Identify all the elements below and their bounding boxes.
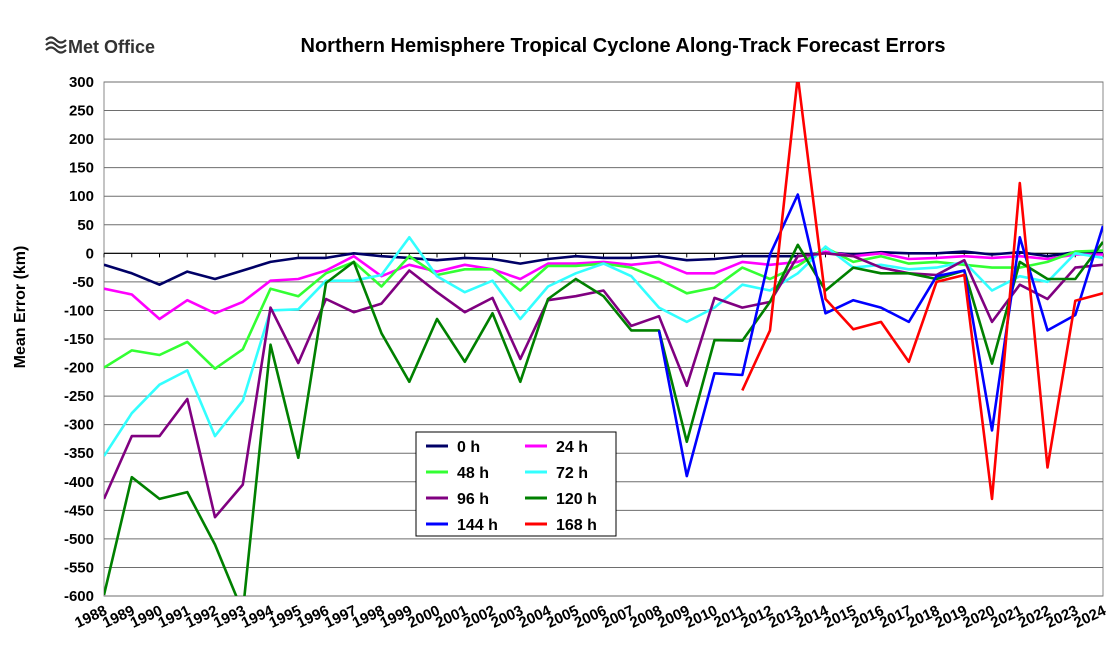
- legend-items: 0 h 24 h 48 h 72 h 96 h 120 h 144 h 168 h: [426, 439, 597, 534]
- legend-label: 168 h: [556, 517, 597, 534]
- legend-label: 72 h: [556, 465, 588, 482]
- series-line-168h: [741, 82, 1103, 501]
- legend: 0 h 24 h 48 h 72 h 96 h 120 h 144 h 168 h: [415, 431, 617, 537]
- legend-label: 0 h: [457, 439, 480, 456]
- legend-label: 144 h: [457, 517, 498, 534]
- y-tick-label: 150: [69, 160, 94, 177]
- logo: Met Office: [45, 36, 155, 57]
- y-tick-label: 200: [69, 131, 94, 148]
- y-tick-label: -300: [64, 417, 94, 434]
- legend-label: 24 h: [556, 439, 588, 456]
- series-line-24h: [104, 250, 1103, 321]
- series-line-0h: [104, 250, 1103, 286]
- y-tick-label: -100: [64, 302, 94, 319]
- logo-text: Met Office: [68, 37, 155, 57]
- y-tick-label: -500: [64, 531, 94, 548]
- legend-label: 48 h: [457, 465, 489, 482]
- y-tick-label: -550: [64, 559, 94, 576]
- y-tick-label: -350: [64, 445, 94, 462]
- legend-label: 96 h: [457, 491, 489, 508]
- chart-title: Northern Hemisphere Tropical Cyclone Alo…: [301, 35, 946, 57]
- y-tick-label: -150: [64, 331, 94, 348]
- y-axis-ticks: 300 250 200 150 100 50 0 -50 -100 -150 -200 -250 -30…: [64, 74, 94, 605]
- y-tick-label: -250: [64, 388, 94, 405]
- x-tick-label: 2024: [1071, 602, 1109, 632]
- y-tick-label: 50: [77, 217, 94, 234]
- y-tick-label: 250: [69, 103, 94, 120]
- met-office-logo-icon: [45, 36, 67, 54]
- legend-label: 120 h: [556, 491, 597, 508]
- y-tick-label: 100: [69, 188, 94, 205]
- y-tick-label: -450: [64, 502, 94, 519]
- y-tick-label: -200: [64, 360, 94, 377]
- y-axis-title: Mean Error (km): [12, 246, 29, 369]
- legend-box: [415, 431, 617, 537]
- series-lines: [104, 82, 1103, 596]
- y-tick-label: -400: [64, 474, 94, 491]
- y-tick-label: 0: [86, 245, 94, 262]
- y-tick-label: 300: [69, 74, 94, 91]
- y-tick-label: -600: [64, 588, 94, 605]
- series-group: [104, 82, 1103, 596]
- series-line-120h: [104, 241, 1103, 596]
- y-tick-label: -50: [72, 274, 94, 291]
